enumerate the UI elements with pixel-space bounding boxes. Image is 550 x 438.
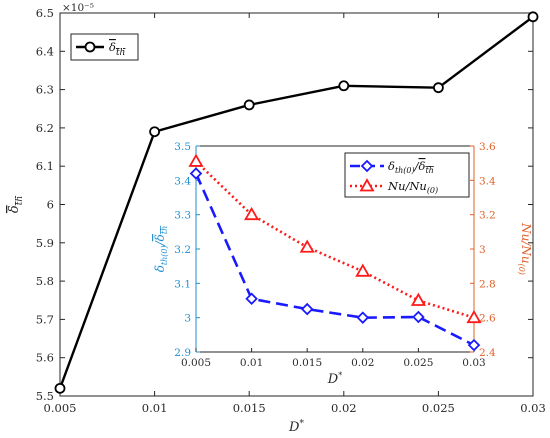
main-y-tick-label: 6.4 bbox=[36, 44, 54, 58]
inset-left-tick-label: 3 bbox=[184, 313, 191, 325]
main-y-tick-label: 5.9 bbox=[36, 236, 54, 250]
inset-legend-blue-label: δth(0)/δth bbox=[388, 159, 434, 175]
inset-red-series-line bbox=[195, 160, 475, 319]
inset-blue-series-point bbox=[356, 311, 370, 324]
main-x-tick-label: 0.01 bbox=[142, 401, 168, 415]
inset-right-tick-label: 2.4 bbox=[479, 347, 496, 359]
inset-left-tick-label: 3.1 bbox=[174, 278, 191, 290]
inset-right-tick-label: 3.2 bbox=[479, 210, 496, 222]
inset-blue-series-point bbox=[467, 338, 481, 352]
inset-right-tick-label: 2.8 bbox=[479, 278, 496, 290]
main-y-exponent: ×10⁻⁵ bbox=[62, 2, 94, 14]
main-legend-label: δth bbox=[109, 40, 125, 58]
inset-left-axis-label: δth(0)/δth bbox=[153, 226, 169, 273]
main-y-tick-label: 5.5 bbox=[36, 389, 54, 403]
inset-legend-blue-marker bbox=[360, 159, 374, 173]
inset-left-tick-label: 3.3 bbox=[174, 210, 191, 222]
inset-x-tick-label: 0.005 bbox=[181, 357, 211, 369]
inset-red-series-point bbox=[355, 263, 371, 277]
inset-x-axis-label: D* bbox=[327, 371, 342, 387]
main-series-point bbox=[527, 11, 539, 23]
main-x-tick-label: 0.025 bbox=[422, 401, 455, 415]
inset-right-tick-label: 3 bbox=[479, 244, 486, 256]
main-legend-marker bbox=[84, 41, 96, 53]
main-x-tick-label: 0.005 bbox=[44, 401, 77, 415]
main-series-line bbox=[58, 15, 534, 389]
inset-x-tick-label: 0.02 bbox=[351, 357, 374, 369]
main-series-point bbox=[338, 80, 350, 92]
main-x-tick-label: 0.015 bbox=[233, 401, 266, 415]
inset-legend-red-marker bbox=[359, 178, 375, 192]
inset-right-tick-label: 2.6 bbox=[479, 313, 496, 325]
inset-blue-series-point bbox=[300, 302, 314, 316]
inset-legend: δth(0)/δth Nu/Nu(0) bbox=[344, 152, 470, 198]
inset-left-tick-label: 3.5 bbox=[174, 141, 191, 153]
inset-blue-series-point bbox=[412, 310, 425, 324]
inset-legend-red-label: Nu/Nu(0) bbox=[387, 179, 438, 195]
main-legend: δth bbox=[70, 33, 139, 61]
inset-blue-series-point bbox=[245, 292, 258, 306]
main-y-tick-label: 5.6 bbox=[36, 351, 54, 365]
main-x-tick-label: 0.03 bbox=[520, 401, 546, 415]
inset-right-tick-label: 3.6 bbox=[479, 141, 496, 153]
main-y-tick-label: 5.8 bbox=[36, 274, 54, 288]
main-y-axis-label: δth bbox=[7, 196, 25, 213]
inset-x-tick-label: 0.025 bbox=[403, 357, 433, 369]
main-series-point bbox=[54, 382, 66, 394]
main-x-tick-label: 0.02 bbox=[331, 401, 357, 415]
inset-red-series-point bbox=[410, 292, 426, 306]
main-series-point bbox=[149, 126, 161, 138]
inset-left-tick-label: 3.4 bbox=[174, 175, 191, 187]
inset-blue-series-line bbox=[194, 172, 475, 347]
main-x-axis-label: D* bbox=[288, 419, 304, 435]
main-y-tick-label: 5.7 bbox=[36, 312, 54, 326]
inset-left-tick-label: 3.2 bbox=[174, 244, 191, 256]
inset-red-series-point bbox=[188, 153, 204, 167]
inset-blue-series-point bbox=[189, 167, 203, 180]
inset-red-series-point bbox=[466, 309, 482, 324]
main-series-point bbox=[432, 82, 444, 94]
inset-x-tick-label: 0.01 bbox=[240, 357, 263, 369]
inset-x-tick-label: 0.015 bbox=[292, 357, 322, 369]
main-y-tick-label: 6.5 bbox=[36, 6, 54, 20]
main-series-point bbox=[243, 99, 255, 111]
main-y-tick-label: 6 bbox=[47, 198, 54, 212]
main-y-tick-label: 6.3 bbox=[36, 83, 54, 97]
inset-x-tick-label: 0.03 bbox=[462, 357, 485, 369]
main-y-tick-label: 6.2 bbox=[36, 121, 54, 135]
inset-red-series-point bbox=[244, 206, 260, 221]
inset-right-axis-label: Nu/Nu(0) bbox=[517, 222, 533, 275]
inset-right-tick-label: 3.4 bbox=[479, 175, 496, 187]
inset-red-series-point bbox=[299, 239, 315, 253]
main-y-tick-label: 6.1 bbox=[36, 159, 54, 173]
inset-left-tick-label: 2.9 bbox=[174, 347, 191, 359]
